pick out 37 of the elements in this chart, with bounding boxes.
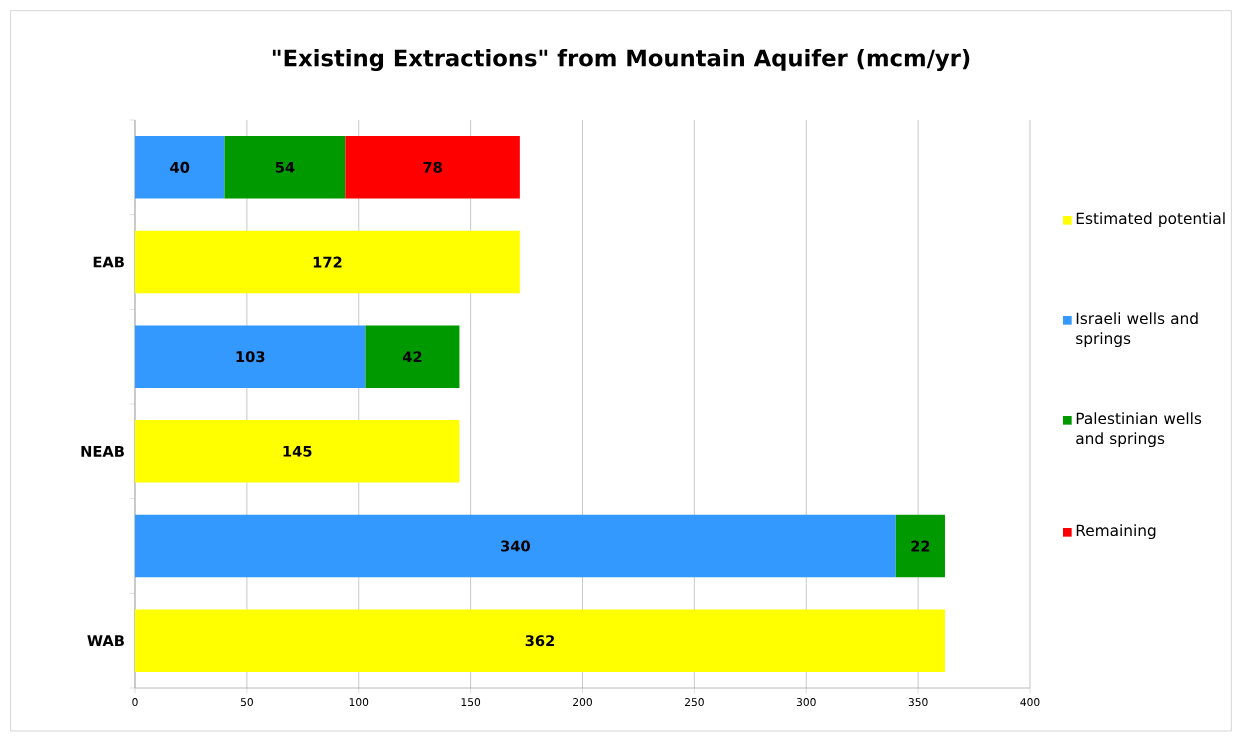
x-tick-label: 300 [796,698,816,707]
x-tick-label: 0 [132,698,138,707]
bar [365,325,460,388]
x-tick-label: 150 [461,698,481,707]
bar [135,514,896,578]
data-label: 340 [501,540,530,552]
bar [135,609,945,672]
data-label: 362 [525,635,555,647]
x-tick-label: 100 [349,698,369,707]
bar [135,230,520,294]
y-tick-label: WAB [87,635,124,647]
data-label: 54 [275,161,295,173]
legend-label: Palestinian wells and springs [1076,412,1202,448]
legend-label: Estimated potential [1076,212,1225,228]
data-label: 40 [170,161,190,173]
data-label: 22 [911,540,930,552]
x-tick-label: 200 [573,698,592,707]
y-tick-label: EAB [93,256,124,268]
x-tick-label: 350 [908,698,928,707]
data-label: 145 [283,445,312,457]
bar [345,136,520,199]
x-tick-label: 400 [1020,698,1040,707]
bar [895,514,945,578]
bar [135,136,225,199]
x-tick-label: 250 [684,698,704,707]
x-tick-label: 50 [240,698,253,707]
data-label: 103 [236,351,265,363]
data-label: 42 [402,351,422,363]
legend-label: Israeli wells and springs [1076,312,1198,348]
legend-label: Remaining [1076,524,1156,540]
data-label: 172 [313,256,342,268]
data-label: 78 [423,161,442,173]
chart-title: "Existing Extractions" from Mountain Aquifer (mcm/yr) [272,48,970,72]
bar [135,420,460,483]
bar [135,325,366,388]
y-tick-label: NEAB [81,446,124,457]
bar [224,136,346,199]
